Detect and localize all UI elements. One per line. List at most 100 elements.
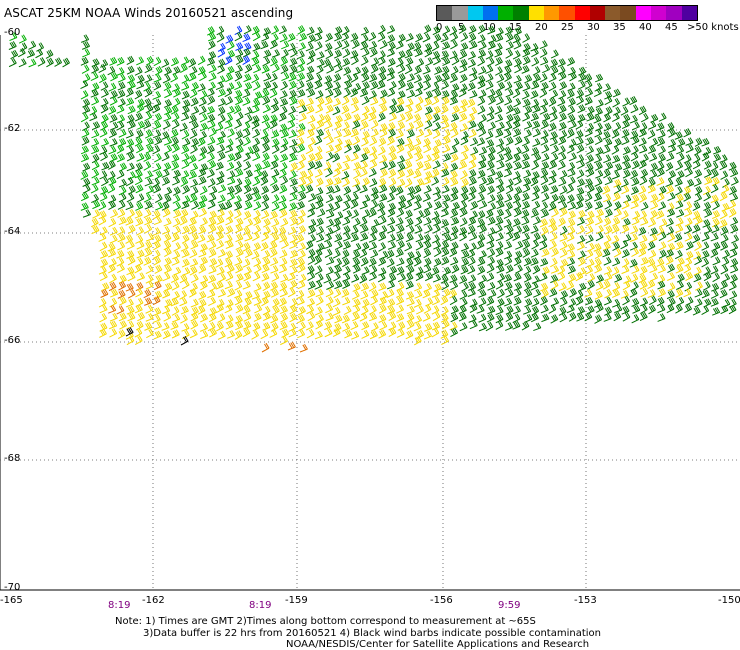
wind-barb xyxy=(647,279,656,289)
wind-barb xyxy=(386,258,395,268)
wind-barb xyxy=(279,184,288,194)
wind-barb xyxy=(423,143,432,154)
wind-barb xyxy=(306,298,315,307)
wind-barb xyxy=(657,313,666,322)
wind-barb xyxy=(252,42,261,52)
wind-barb xyxy=(171,112,180,122)
wind-barb xyxy=(442,144,451,154)
wind-barb xyxy=(108,176,117,186)
wind-barb xyxy=(218,184,227,194)
wind-barb xyxy=(227,287,236,298)
wind-barb xyxy=(568,312,577,322)
wind-barb xyxy=(198,97,207,107)
wind-barb xyxy=(450,128,459,138)
wind-barb xyxy=(190,162,199,172)
wind-barb xyxy=(577,209,586,219)
wind-barb xyxy=(388,112,397,122)
wind-barb xyxy=(218,273,226,283)
wind-barb xyxy=(127,312,136,322)
wind-barb xyxy=(325,194,334,203)
wind-barb xyxy=(441,219,450,228)
wind-barb xyxy=(494,113,504,123)
wind-barb xyxy=(712,307,721,316)
wind-barb xyxy=(397,121,406,131)
wind-barb xyxy=(674,178,683,187)
wind-barb xyxy=(152,209,161,220)
wind-barb xyxy=(341,32,349,42)
wind-barb xyxy=(91,160,100,171)
wind-barb xyxy=(449,96,459,106)
wind-barb xyxy=(423,248,432,259)
wind-barb xyxy=(596,224,604,235)
wind-barb xyxy=(224,87,233,98)
wind-barb xyxy=(350,321,359,331)
wind-barb xyxy=(540,168,549,179)
wind-barb xyxy=(188,72,197,82)
wind-barb xyxy=(530,90,539,100)
wind-barb xyxy=(181,129,190,140)
wind-barb xyxy=(234,81,243,91)
wind-barb xyxy=(333,218,342,227)
wind-barb xyxy=(594,154,603,164)
wind-barb xyxy=(638,128,647,138)
wind-barb xyxy=(226,65,235,75)
wind-barb xyxy=(209,185,218,195)
wind-barb xyxy=(370,226,378,236)
wind-barb xyxy=(622,113,631,123)
wind-barb xyxy=(270,281,279,291)
wind-barb xyxy=(261,342,270,353)
wind-barb xyxy=(224,120,233,130)
wind-barb xyxy=(289,249,298,259)
wind-speed-legend: 0 5 10 15 20 25 30 35 40 45 >50 knots xyxy=(436,5,739,35)
wind-barb xyxy=(153,56,162,67)
wind-barb xyxy=(477,34,486,44)
wind-barb xyxy=(531,146,540,156)
wind-barb xyxy=(450,312,459,323)
wind-barb xyxy=(703,191,712,202)
wind-barb xyxy=(28,58,37,68)
wind-barb xyxy=(272,305,280,316)
wind-barb xyxy=(495,193,504,203)
wind-barb xyxy=(530,176,539,187)
wind-barb xyxy=(549,232,558,242)
wind-barb xyxy=(549,112,558,122)
wind-barb xyxy=(684,225,693,235)
wind-barb xyxy=(171,153,180,163)
wind-barb xyxy=(647,258,656,268)
wind-barb xyxy=(594,82,603,92)
wind-barb xyxy=(253,64,262,74)
wind-barb xyxy=(433,192,442,202)
wind-barb xyxy=(710,161,719,172)
wind-barb xyxy=(532,128,541,138)
wind-barb xyxy=(244,193,253,203)
wind-barb xyxy=(297,249,306,260)
wind-barb xyxy=(244,82,253,91)
wind-barb xyxy=(485,80,494,90)
wind-barb xyxy=(524,74,533,84)
wind-barb xyxy=(154,170,163,180)
wind-barb xyxy=(314,152,323,162)
wind-barb xyxy=(567,250,576,259)
wind-barb xyxy=(260,40,269,50)
wind-barb xyxy=(100,258,108,268)
wind-barb xyxy=(307,208,316,218)
wind-barb xyxy=(117,89,126,99)
wind-barb xyxy=(450,73,458,83)
wind-barb xyxy=(342,257,350,268)
wind-barb xyxy=(559,233,568,242)
wind-barb xyxy=(487,146,496,156)
wind-barb xyxy=(450,162,459,172)
wind-barb xyxy=(333,271,341,282)
wind-barb xyxy=(713,153,721,163)
wind-barb xyxy=(199,90,208,100)
wind-barb xyxy=(684,208,693,218)
wind-barb xyxy=(513,40,522,50)
wind-barb xyxy=(550,152,559,163)
wind-barb xyxy=(478,89,487,99)
wind-barb xyxy=(658,201,667,211)
wind-barb xyxy=(173,201,181,212)
wind-barb xyxy=(227,170,236,180)
wind-barb xyxy=(459,226,468,236)
wind-barb xyxy=(595,281,604,291)
wind-barb xyxy=(459,217,468,227)
